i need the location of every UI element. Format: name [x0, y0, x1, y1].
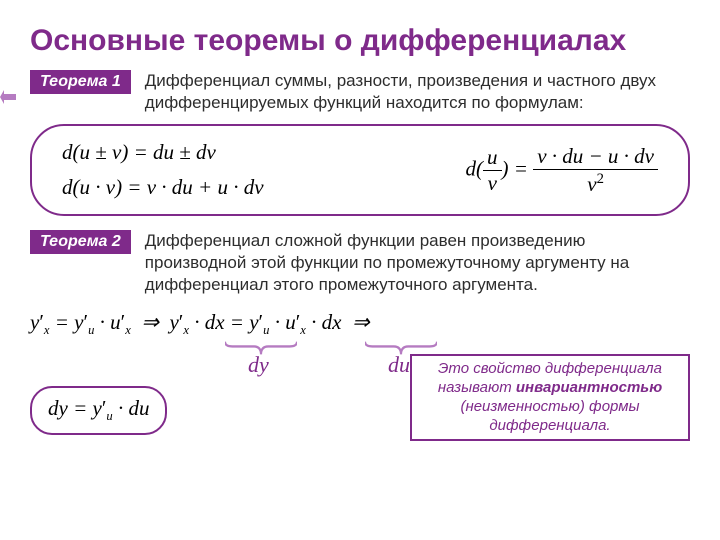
formula-left-column: d(u ± v) = du ± dv d(u · v) = v · du + u… — [62, 140, 264, 200]
formula-quotient-u: u — [483, 147, 502, 171]
formula-quotient-d: d — [466, 156, 477, 180]
theorem-1-block: Теорема 1 Дифференциал суммы, разности, … — [30, 70, 690, 114]
note-line-3: (неизменностью) формы — [422, 398, 678, 417]
underbrace-label-du: du — [388, 352, 410, 378]
formula-quotient-v: v — [488, 171, 497, 194]
note-line-1: Это свойство дифференциала — [422, 360, 678, 379]
result-formula-box: dy = y′u · du — [30, 386, 167, 434]
formula-product: d(u · v) = v · du + u · dv — [62, 175, 264, 200]
theorem-2-badge: Теорема 2 — [30, 230, 131, 254]
invariance-note-box: Это свойство дифференциала называют инва… — [410, 354, 690, 441]
note-line-2a: называют — [438, 379, 516, 396]
formula-quotient-numerator: v · du − u · dv — [533, 146, 658, 170]
theorem-2-text: Дифференциал сложной функции равен произ… — [145, 230, 690, 296]
page-title: Основные теоремы о дифференциалах — [30, 24, 690, 58]
theorem-1-badge: Теорема 1 — [30, 70, 131, 94]
note-line-2: называют инвариантностью — [422, 379, 678, 398]
formula-quotient-den-exp: 2 — [597, 171, 604, 187]
theorem-2-block: Теорема 2 Дифференциал сложной функции р… — [30, 230, 690, 296]
formula-quotient-denominator: v2 — [587, 170, 604, 195]
formula-quotient-eq: = — [509, 156, 534, 180]
note-line-4: дифференциала. — [422, 417, 678, 436]
formula-quotient: d(uv) = v · du − u · dvv2 — [466, 146, 658, 195]
formula-sum-diff: d(u ± v) = du ± dv — [62, 140, 264, 165]
theorem-1-formula-box: d(u ± v) = du ± dv d(u · v) = v · du + u… — [30, 124, 690, 216]
decorative-arrow-left — [0, 90, 16, 104]
theorem-1-text: Дифференциал суммы, разности, произведен… — [145, 70, 690, 114]
result-row: dy = y′u · du Это свойство дифференциала… — [30, 386, 690, 473]
underbrace-label-dy: dy — [248, 352, 269, 378]
note-line-2b: инвариантностью — [516, 379, 662, 396]
derivation-equation: y′x = y′u · u′x ⇒ y′x · dx = y′u · u′x ·… — [30, 310, 370, 338]
formula-quotient-den-base: v — [587, 172, 596, 196]
